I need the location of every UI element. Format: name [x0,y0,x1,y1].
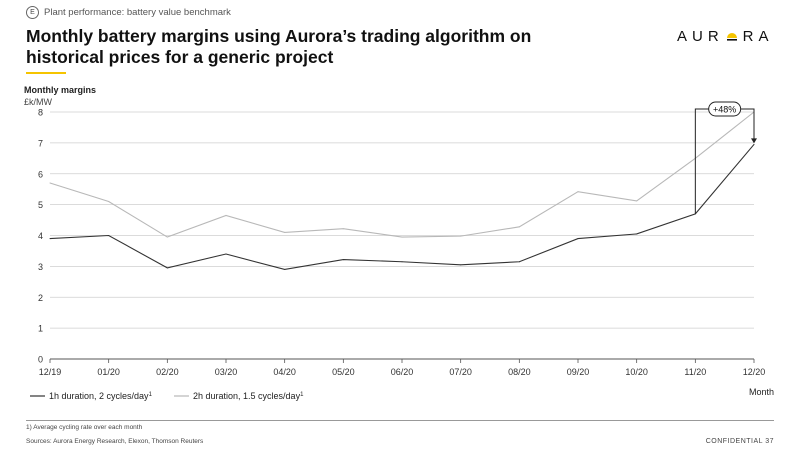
page-title-line2: historical prices for a generic project [26,47,334,67]
data-point [518,261,520,263]
data-point [460,264,462,266]
data-point [636,233,638,235]
series-line-1 [49,144,755,271]
legend-footnote-marker: 1 [300,392,304,398]
legend-entry: 1h duration, 2 cycles/day1 [49,391,153,401]
line-chart: Monthly margins £k/MW Month 0 1 2 3 4 5 6 7 8 12/… [24,85,774,401]
x-tick-label: 12/19 [39,367,62,377]
data-point [577,238,579,240]
data-point [342,259,344,261]
legend-entry-name: 2h duration, 1.5 cycles/day [193,391,301,401]
data-point [753,143,755,145]
x-tick-label: 07/20 [449,367,472,377]
x-tick-label: 12/20 [743,367,766,377]
y-axis-unit: £k/MW [24,97,53,107]
data-point [284,268,286,270]
y-tick-label: 1 [38,324,43,334]
x-tick-label: 03/20 [215,367,238,377]
y-tick-label: 6 [38,169,43,179]
growth-annotation: +48% [694,101,757,214]
title-underline [26,72,66,74]
series-line-2 [49,111,755,238]
y-tick-label: 3 [38,262,43,272]
x-tick-label: 05/20 [332,367,355,377]
footer-divider [26,420,774,421]
data-point [166,267,168,269]
confidential-page-number: CONFIDENTIAL 37 [705,438,774,445]
y-tick-label: 5 [38,200,43,210]
page-title: Monthly battery margins using Aurora’s t… [26,26,586,68]
data-point [166,236,168,238]
footnote: 1) Average cycling rate over each month [26,424,143,431]
arrow-down-icon [751,138,757,144]
x-tick-label: 06/20 [391,367,414,377]
data-point [108,201,110,203]
data-point [577,191,579,193]
logo-text-left: AUR [677,28,724,45]
aurora-logo: AUR RA [677,28,774,45]
x-tick-label: 02/20 [156,367,179,377]
x-tick-label: 11/20 [684,367,706,377]
data-point [518,226,520,228]
y-tick-label: 4 [38,231,43,241]
legend-entry: 2h duration, 1.5 cycles/day1 [193,391,304,401]
section-tag: E Plant performance: battery value bench… [26,6,231,19]
x-tick-label: 09/20 [567,367,590,377]
y-tick-label: 2 [38,293,43,303]
annotation-label: +48% [713,105,736,115]
y-tick-label: 7 [38,138,43,148]
annotation-pill [708,101,742,117]
data-point [108,235,110,236]
section-label: Plant performance: battery value benchma… [44,7,231,18]
grid: 0 1 2 3 4 5 6 7 8 12/19 01/20 02/20 03/20 04/20 05/20 0… [38,108,765,378]
data-point [636,200,638,202]
data-point [401,236,403,238]
data-point [49,238,51,240]
x-axis-label: Month [749,387,774,397]
data-point [284,231,286,233]
annotation-bracket [694,108,755,214]
section-badge: E [26,6,39,19]
legend-entry-name: 1h duration, 2 cycles/day [49,391,149,401]
data-point [401,261,403,263]
y-tick-label: 8 [38,108,43,118]
y-tick-label: 0 [38,355,43,365]
page-title-line1: Monthly battery margins using Aurora’s t… [26,26,532,46]
x-tick-label: 04/20 [273,367,296,377]
data-point [225,253,227,255]
data-point [460,235,462,237]
data-point [225,214,227,216]
x-tick-label: 10/20 [625,367,648,377]
x-tick-label: 01/20 [97,367,120,377]
series-lines [49,111,755,271]
legend: 1h duration, 2 cycles/day1 2h duration, 1… [30,391,304,401]
sources: Sources: Aurora Energy Research, Elexon,… [26,438,204,445]
data-point [49,182,51,184]
logo-text-right: RA [742,28,774,45]
sun-icon [726,32,737,41]
y-axis-label: Monthly margins [24,85,96,95]
x-tick-label: 08/20 [508,367,531,377]
legend-footnote-marker: 1 [149,392,153,398]
data-point [342,228,344,230]
